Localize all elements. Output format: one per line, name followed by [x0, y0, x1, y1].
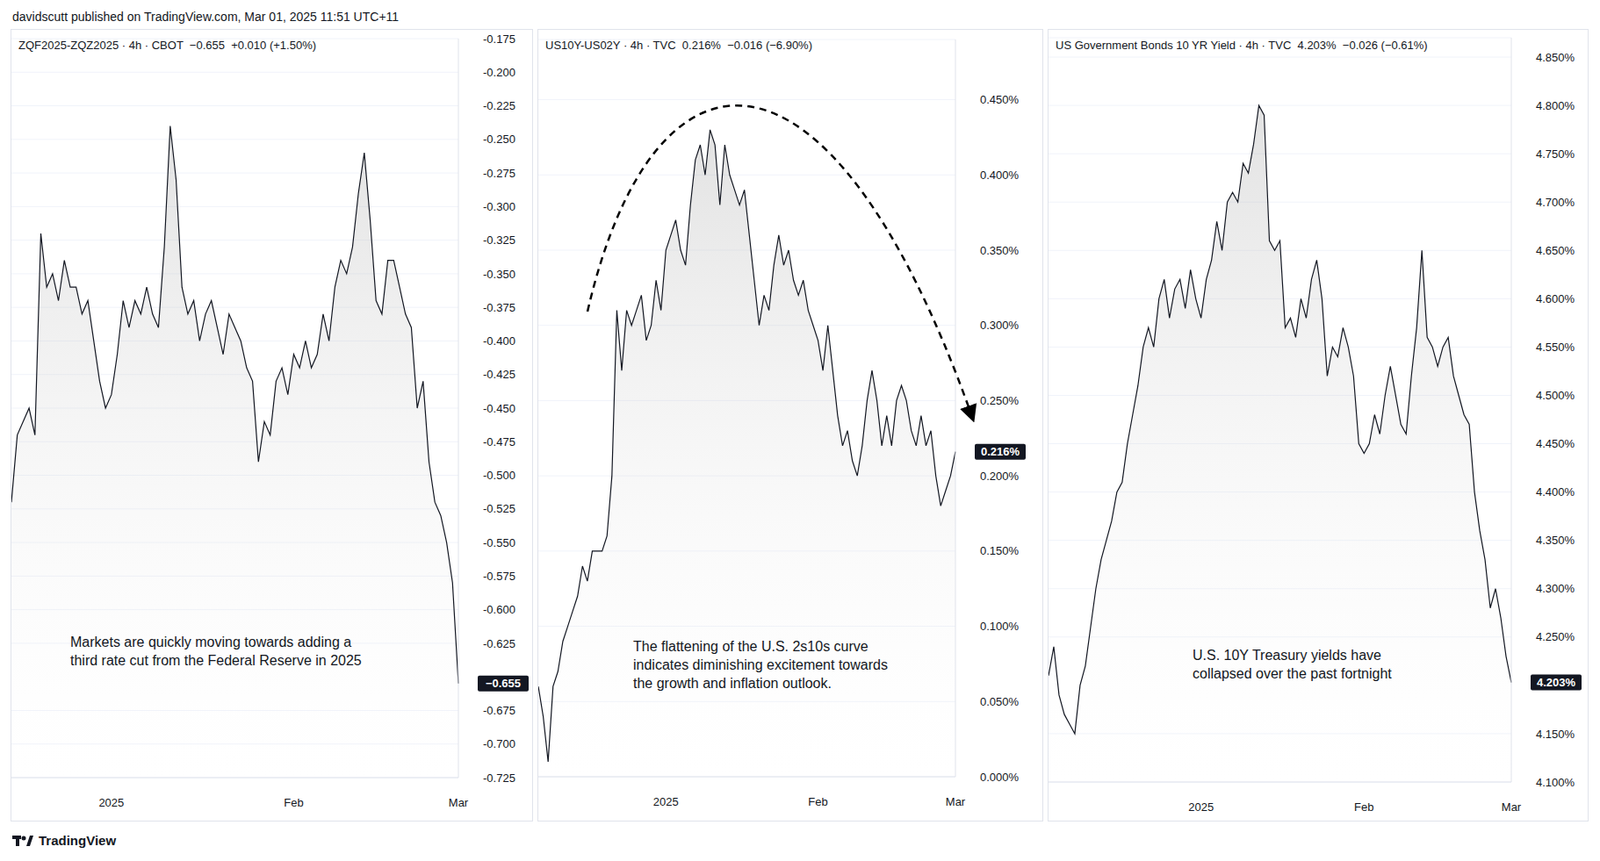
svg-text:0.100%: 0.100% [980, 619, 1020, 634]
svg-text:−0.655: −0.655 [485, 677, 521, 691]
svg-text:-0.450: -0.450 [482, 402, 516, 416]
svg-text:4.800%: 4.800% [1535, 99, 1576, 113]
svg-text:0.000%: 0.000% [980, 771, 1020, 785]
svg-text:4.203%: 4.203% [1536, 676, 1577, 690]
svg-text:4.650%: 4.650% [1535, 244, 1576, 258]
html-text:Markets are quickly moving tow: Markets are quickly moving towards addin… [70, 634, 352, 650]
svg-text:-0.475: -0.475 [482, 435, 516, 449]
html-text:the growth and inflation outlo: the growth and inflation outlook. [633, 676, 832, 692]
svg-text:4.550%: 4.550% [1535, 340, 1576, 354]
html-text:indicates diminishing exciteme: indicates diminishing excitement towards [633, 657, 888, 673]
svg-text:-0.500: -0.500 [482, 468, 516, 483]
svg-text:Mar: Mar [448, 796, 469, 810]
svg-text:-0.225: -0.225 [482, 99, 516, 113]
html-text:third rate cut from the Federa: third rate cut from the Federal Reserve … [70, 653, 362, 669]
html-text:TradingView: TradingView [38, 833, 117, 849]
svg-text:0.050%: 0.050% [980, 695, 1020, 709]
svg-text:-0.725: -0.725 [482, 771, 516, 786]
svg-text:4.100%: 4.100% [1535, 776, 1576, 790]
svg-text:0.300%: 0.300% [980, 318, 1020, 332]
svg-text:Mar: Mar [945, 795, 966, 809]
svg-text:Feb: Feb [283, 796, 303, 810]
html-text:US Government Bonds 10 YR Yiel: US Government Bonds 10 YR Yield · 4h · T… [1055, 38, 1428, 52]
svg-text:Mar: Mar [1501, 800, 1522, 815]
svg-text:4.150%: 4.150% [1535, 727, 1576, 742]
svg-text:-0.200: -0.200 [482, 65, 516, 80]
svg-text:0.250%: 0.250% [980, 394, 1020, 408]
svg-text:-0.525: -0.525 [482, 502, 516, 516]
svg-text:0.216%: 0.216% [980, 445, 1021, 459]
svg-text:-0.325: -0.325 [482, 233, 516, 247]
svg-text:2025: 2025 [1188, 800, 1214, 815]
svg-text:4.850%: 4.850% [1535, 50, 1576, 65]
svg-text:4.250%: 4.250% [1535, 630, 1576, 644]
svg-text:4.500%: 4.500% [1535, 389, 1576, 403]
svg-text:-0.275: -0.275 [482, 166, 516, 181]
html-text:The flattening of the U.S. 2s1: The flattening of the U.S. 2s10s curve [633, 639, 869, 655]
svg-text:4.400%: 4.400% [1535, 485, 1576, 499]
svg-text:0.150%: 0.150% [980, 544, 1020, 558]
svg-text:0.400%: 0.400% [980, 168, 1020, 182]
svg-text:-0.575: -0.575 [482, 569, 516, 584]
svg-text:Feb: Feb [1354, 800, 1374, 815]
html-text:US10Y-US02Y · 4h · TVC 0.216%: US10Y-US02Y · 4h · TVC 0.216% −0.016 (−6… [545, 38, 813, 52]
svg-text:0.350%: 0.350% [980, 244, 1020, 258]
svg-text:-0.600: -0.600 [482, 603, 516, 617]
svg-text:4.700%: 4.700% [1535, 195, 1576, 210]
svg-text:0.450%: 0.450% [980, 93, 1020, 107]
svg-text:-0.400: -0.400 [482, 334, 516, 348]
svg-text:4.350%: 4.350% [1535, 533, 1576, 548]
html-text:collapsed over the past fortni: collapsed over the past fortnight [1192, 666, 1392, 682]
svg-text:-0.175: -0.175 [482, 32, 516, 46]
svg-text:-0.300: -0.300 [482, 200, 516, 214]
svg-text:4.600%: 4.600% [1535, 292, 1576, 306]
svg-text:-0.250: -0.250 [482, 132, 516, 146]
svg-text:2025: 2025 [98, 796, 124, 810]
html-text:davidscutt published on Tradin: davidscutt published on TradingView.com,… [12, 9, 399, 24]
svg-text:-0.425: -0.425 [482, 367, 516, 382]
html-text:ZQF2025-ZQZ2025 · 4h · CBOT −0: ZQF2025-ZQZ2025 · 4h · CBOT −0.655 +0.01… [18, 38, 317, 52]
svg-text:-0.700: -0.700 [482, 737, 516, 751]
svg-text:0.200%: 0.200% [980, 469, 1020, 483]
svg-text:Feb: Feb [807, 795, 828, 809]
svg-text:4.450%: 4.450% [1535, 437, 1576, 451]
svg-text:-0.550: -0.550 [482, 536, 516, 550]
svg-text:-0.350: -0.350 [482, 267, 516, 282]
svg-text:-0.625: -0.625 [482, 637, 516, 651]
html-text:U.S. 10Y Treasury yields have: U.S. 10Y Treasury yields have [1192, 648, 1382, 664]
svg-text:4.750%: 4.750% [1535, 147, 1576, 161]
svg-text:2025: 2025 [653, 795, 679, 809]
svg-text:-0.375: -0.375 [482, 301, 516, 315]
svg-text:-0.675: -0.675 [482, 704, 516, 718]
svg-text:4.300%: 4.300% [1535, 582, 1576, 596]
